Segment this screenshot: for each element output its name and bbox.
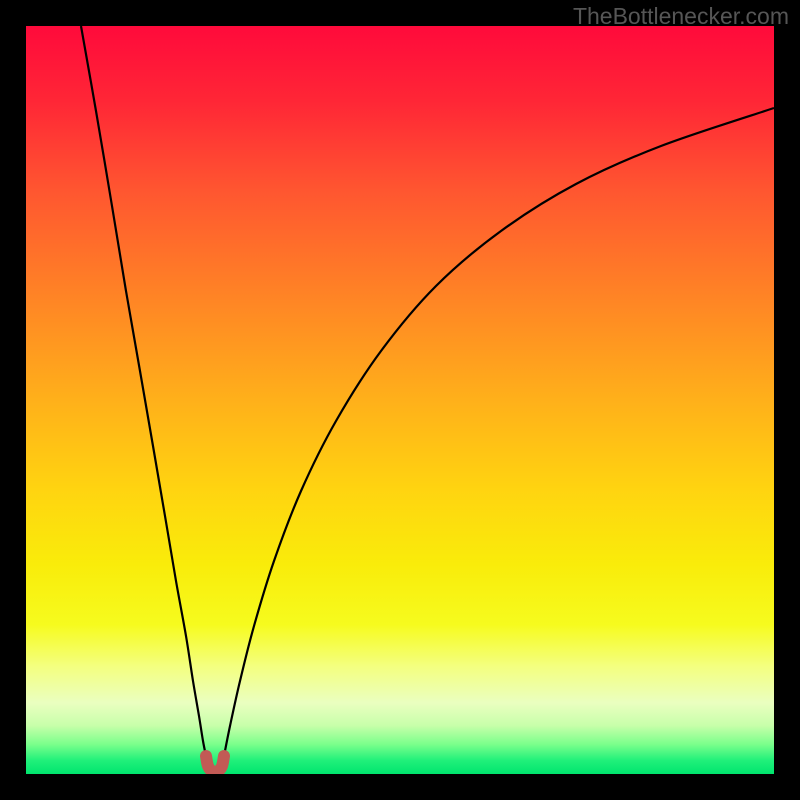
watermark-text: TheBottlenecker.com xyxy=(573,3,789,30)
curve-left-branch xyxy=(81,26,206,756)
curve-valley-marker xyxy=(206,756,224,772)
plot-area xyxy=(26,26,774,774)
curve-right-branch xyxy=(224,108,774,756)
curve-layer xyxy=(26,26,774,774)
